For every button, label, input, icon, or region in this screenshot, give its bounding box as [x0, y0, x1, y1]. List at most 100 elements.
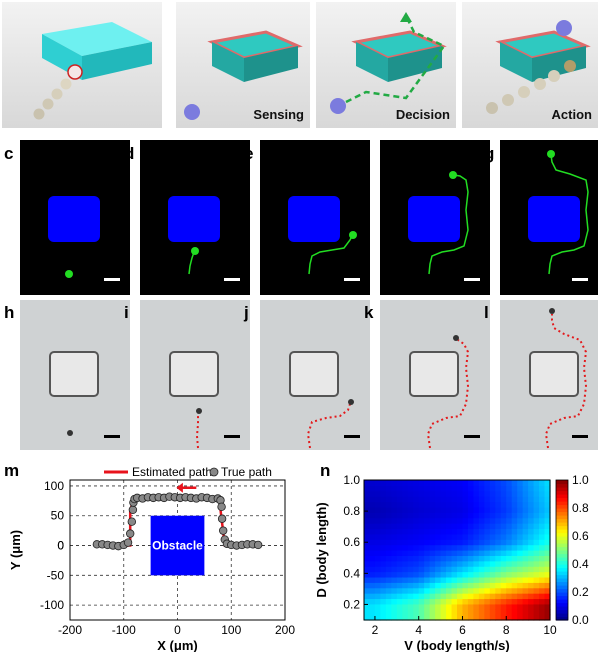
heatmap-cell — [544, 582, 551, 589]
heatmap-cell — [467, 598, 475, 605]
true-path-point — [125, 529, 135, 538]
scale-bar — [344, 278, 360, 281]
heatmap-cell — [440, 496, 447, 503]
heatmap-cell — [424, 603, 431, 610]
heatmap-cell — [385, 506, 392, 513]
heatmap-cell — [506, 533, 513, 540]
heatmap-cell — [467, 566, 475, 573]
heatmap-cell — [385, 523, 392, 530]
heatmap-cell — [533, 517, 540, 524]
heatmap-cell — [539, 555, 546, 562]
heatmap-cell — [500, 550, 507, 556]
heatmap-cell — [522, 560, 529, 567]
heatmap-cell — [440, 544, 447, 551]
heatmap-cell — [533, 609, 540, 616]
heatmap-cell — [364, 480, 371, 486]
heatmap-cell — [495, 490, 502, 497]
colorbar-segment — [556, 483, 568, 488]
heatmap-cell — [478, 576, 485, 583]
heatmap-cell — [473, 598, 480, 605]
heatmap-cell — [385, 550, 392, 556]
heatmap-cell — [478, 609, 485, 616]
heatmap-cell — [484, 544, 491, 551]
heatmap-cell — [451, 512, 458, 519]
heatmap-cell — [424, 517, 431, 524]
heatmap-cell — [457, 523, 464, 530]
heatmap-cell — [429, 560, 436, 567]
heatmap-cell — [489, 582, 496, 589]
heatmap-cell — [407, 501, 414, 508]
heatmap-cell — [511, 485, 518, 492]
heatmap-cell — [489, 485, 496, 492]
heatmap-cell — [413, 603, 420, 610]
heatmap-cell — [429, 614, 436, 621]
heatmap-cell — [374, 603, 382, 610]
heatmap-cell — [418, 598, 425, 605]
heatmap-cell — [484, 506, 491, 513]
heatmap-cell — [473, 571, 480, 578]
heatmap-cell — [457, 576, 464, 583]
heatmap-cell — [429, 506, 436, 513]
heatmap-cell — [457, 571, 464, 578]
heatmap-cell — [522, 603, 529, 610]
obstacle-rect — [150, 515, 205, 576]
colorbar-tick-label: 0.4 — [572, 557, 589, 571]
y-axis-label: D (body length) — [314, 502, 329, 597]
heatmap-cell — [424, 544, 431, 551]
heatmap-cell — [511, 603, 518, 610]
heatmap-cell — [522, 485, 529, 492]
heatmap-cell — [467, 593, 475, 600]
heatmap-cell — [517, 490, 524, 497]
heatmap-cell — [364, 566, 371, 573]
heatmap-cell — [446, 576, 453, 583]
heatmap-cell — [391, 576, 398, 583]
heatmap-cell — [522, 614, 529, 621]
heatmap-cell — [462, 593, 469, 600]
heatmap-cell — [396, 523, 403, 530]
heatmap-cell — [429, 512, 436, 519]
heatmap-cell — [517, 571, 524, 578]
heatmap-cell — [402, 603, 409, 610]
heatmap-cell — [413, 614, 420, 621]
heatmap-cell — [473, 533, 480, 540]
heatmap-cell — [407, 603, 414, 610]
heatmap-cell — [457, 533, 464, 540]
heatmap-cell — [533, 512, 540, 519]
heatmap-cell — [435, 603, 442, 610]
heatmap-cell — [429, 550, 436, 556]
heatmap-cell — [364, 603, 371, 610]
heatmap-cell — [511, 571, 518, 578]
x-tick-label: 2 — [372, 623, 379, 637]
heatmap-cell — [440, 582, 447, 589]
y-tick-label: 0.6 — [343, 535, 360, 549]
heatmap-cell — [484, 560, 491, 567]
heatmap-cell — [391, 539, 398, 546]
heatmap-cell — [467, 517, 475, 524]
heatmap-cell — [533, 576, 540, 583]
heatmap-cell — [440, 593, 447, 600]
heatmap-cell — [413, 582, 420, 589]
heatmap-cell — [396, 485, 403, 492]
heatmap-cell — [369, 506, 376, 513]
heatmap-cell — [457, 496, 464, 503]
heatmap-cell — [446, 490, 453, 497]
heatmap-cell — [424, 566, 431, 573]
heatmap-cell — [424, 555, 431, 562]
heatmap-cell — [402, 609, 409, 616]
heatmap-cell — [517, 485, 524, 492]
heatmap-cell — [495, 544, 502, 551]
colorbar-segment — [556, 557, 568, 562]
colorbar-frame — [555, 479, 569, 621]
heatmap-cell — [369, 533, 376, 540]
heatmap-cell — [533, 496, 540, 503]
heatmap-cell — [435, 501, 442, 508]
heatmap-cell — [369, 582, 376, 589]
heatmap-cell — [511, 533, 518, 540]
heatmap-cell — [402, 480, 409, 486]
heatmap-cell — [446, 582, 453, 589]
heatmap-cell — [369, 480, 376, 486]
heatmap-cell — [467, 528, 475, 535]
heatmap-cell — [402, 501, 409, 508]
heatmap-cell — [418, 544, 425, 551]
heatmap-cell — [385, 528, 392, 535]
